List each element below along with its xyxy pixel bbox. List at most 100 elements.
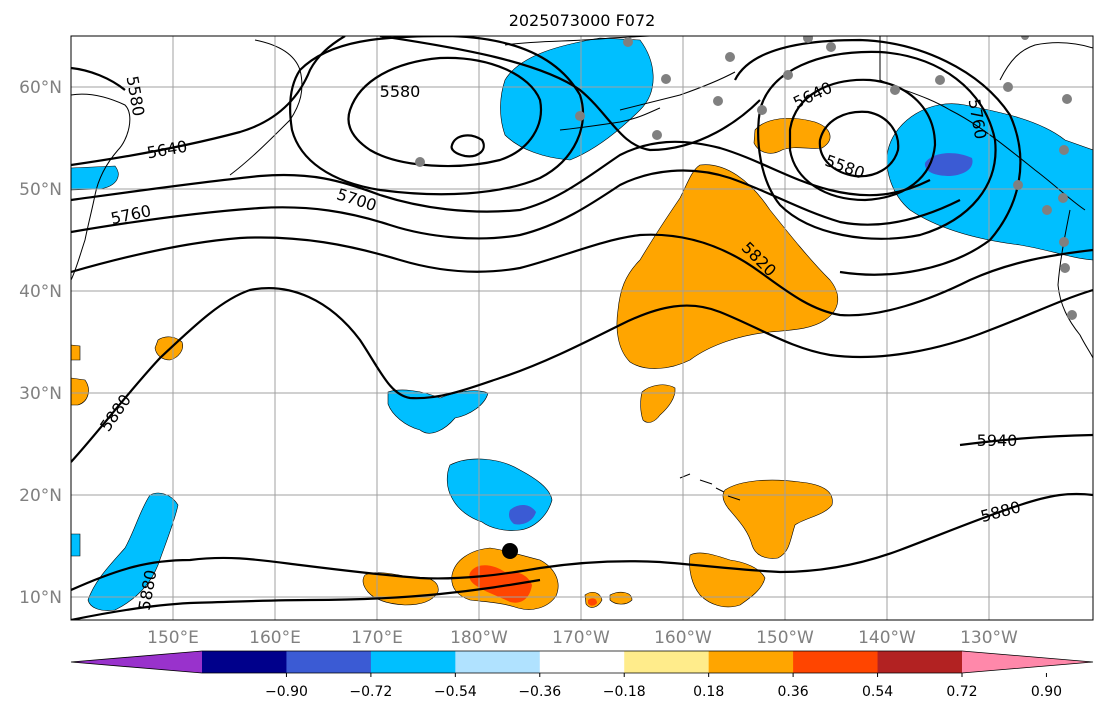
station-dot xyxy=(1059,237,1069,247)
lat-label: 50°N xyxy=(19,180,62,200)
coastlines xyxy=(71,36,1093,501)
coastline-hawaii xyxy=(679,473,741,501)
coastline-alaska-west xyxy=(504,36,651,46)
contour-5940 xyxy=(959,433,1093,447)
contour-low-east-5700 xyxy=(734,38,1022,276)
coastline-alaska-peninsula xyxy=(559,107,661,131)
contour-5640 xyxy=(71,36,346,167)
colorbar-segment xyxy=(370,651,456,673)
contour-5760 xyxy=(71,169,961,240)
anomaly-region-32n xyxy=(640,384,676,423)
colorbar-tick-label: −0.36 xyxy=(518,684,561,700)
positive-anomaly-fills xyxy=(71,117,838,610)
station-dot xyxy=(1021,36,1029,40)
station-dot xyxy=(415,157,425,167)
lat-label: 30°N xyxy=(19,384,62,404)
lon-label: 170°E xyxy=(351,628,403,648)
station-dots xyxy=(415,36,1077,320)
colorbar-tick-label: 0.54 xyxy=(862,684,893,700)
colorbar-segment xyxy=(793,651,879,673)
strong-positive-small xyxy=(588,598,597,606)
station-dot xyxy=(713,96,723,106)
strong-positive-tropics xyxy=(469,565,532,603)
anomaly-region-gulf-alaska xyxy=(886,103,1093,261)
lon-label: 150°W xyxy=(756,628,814,648)
station-dot xyxy=(725,52,735,62)
colorbar-segment xyxy=(624,651,710,673)
anomaly-region-west-strip xyxy=(71,533,81,557)
station-dot xyxy=(935,75,945,85)
anomaly-region-central-pacific xyxy=(616,164,838,369)
map-title: 2025073000 F072 xyxy=(509,11,656,30)
contour-5820 xyxy=(71,233,1093,317)
map-area: 5580 5580 5640 5760 5700 5820 5640 5580 … xyxy=(71,36,1093,620)
lon-label: 140°W xyxy=(858,628,916,648)
contour-low-west-inner xyxy=(450,134,485,158)
station-dot xyxy=(1058,193,1068,203)
contour-west-edge-5580 xyxy=(71,66,126,91)
coastline-alaska-south xyxy=(619,71,736,111)
contour-label: 5940 xyxy=(977,431,1018,450)
lat-label: 10°N xyxy=(19,588,62,608)
coastline-bc xyxy=(999,42,1093,81)
anomaly-region-hawaii-east xyxy=(722,479,833,559)
strong-negative-fills xyxy=(509,153,973,525)
anomaly-region-gulf-small xyxy=(753,117,831,154)
colorbar-tick-label: −0.18 xyxy=(603,684,646,700)
station-dot xyxy=(661,74,671,84)
station-dot xyxy=(1003,82,1013,92)
contour-5640-east xyxy=(379,36,761,152)
colorbar-extend-low xyxy=(71,651,202,673)
station-dot xyxy=(1059,145,1069,155)
map-frame xyxy=(70,35,1094,621)
strong-negative-gulf xyxy=(924,153,973,176)
lon-label: 180°W xyxy=(450,628,508,648)
lat-label: 20°N xyxy=(19,486,62,506)
contour-5880-south xyxy=(71,492,1093,592)
height-contours xyxy=(71,36,1093,620)
colorbar-segment xyxy=(877,651,963,673)
contour-low-east-inner xyxy=(818,110,900,178)
station-dot xyxy=(575,111,585,121)
lon-label: 130°W xyxy=(960,628,1018,648)
lon-label: 160°E xyxy=(249,628,301,648)
colorbar-outline xyxy=(70,650,1094,674)
colorbar-tick-label: −0.54 xyxy=(434,684,477,700)
station-dot xyxy=(826,42,836,52)
strong-positive-fills xyxy=(469,565,597,606)
anomaly-region-bering xyxy=(500,37,654,161)
colorbar-segment xyxy=(286,651,372,673)
anomaly-region-sm2 xyxy=(609,591,633,605)
anomaly-region-west-30n xyxy=(71,377,89,406)
colorbar-tick-label: −0.90 xyxy=(265,684,308,700)
contour-low-west-5580 xyxy=(347,56,543,168)
coastline-aleutians xyxy=(229,39,303,176)
colorbar-segment xyxy=(539,651,625,673)
contour-low-east-5580 xyxy=(788,78,937,202)
anomaly-region-west-edge-35n xyxy=(71,344,81,361)
lat-label: 40°N xyxy=(19,282,62,302)
colorbar-segment xyxy=(202,651,287,673)
contour-5880-southwest xyxy=(71,578,541,620)
station-dot xyxy=(652,130,662,140)
station-dot xyxy=(623,37,633,47)
station-dot xyxy=(757,105,767,115)
colorbar-tick-label: 0.90 xyxy=(1031,684,1062,700)
colorbar-tick-label: 0.72 xyxy=(946,684,977,700)
colorbar-extend-high xyxy=(962,651,1093,673)
station-dot xyxy=(783,70,793,80)
storm-center-marker xyxy=(502,543,518,559)
colorbar-tick-label: 0.36 xyxy=(778,684,809,700)
lon-label: 160°W xyxy=(654,628,712,648)
contour-label: 5580 xyxy=(380,82,421,101)
colorbar-tick-label: −0.72 xyxy=(349,684,392,700)
station-dot xyxy=(803,36,813,43)
colorbar: −0.90 −0.72 −0.54 −0.36 −0.18 0.18 0.36 0.54 0.7… xyxy=(70,650,1094,700)
lon-label: 150°E xyxy=(147,628,199,648)
station-dot xyxy=(1060,263,1070,273)
colorbar-segment xyxy=(455,651,541,673)
station-dot xyxy=(1062,94,1072,104)
coastline-kamchatka xyxy=(71,93,131,281)
lon-label: 170°W xyxy=(552,628,610,648)
